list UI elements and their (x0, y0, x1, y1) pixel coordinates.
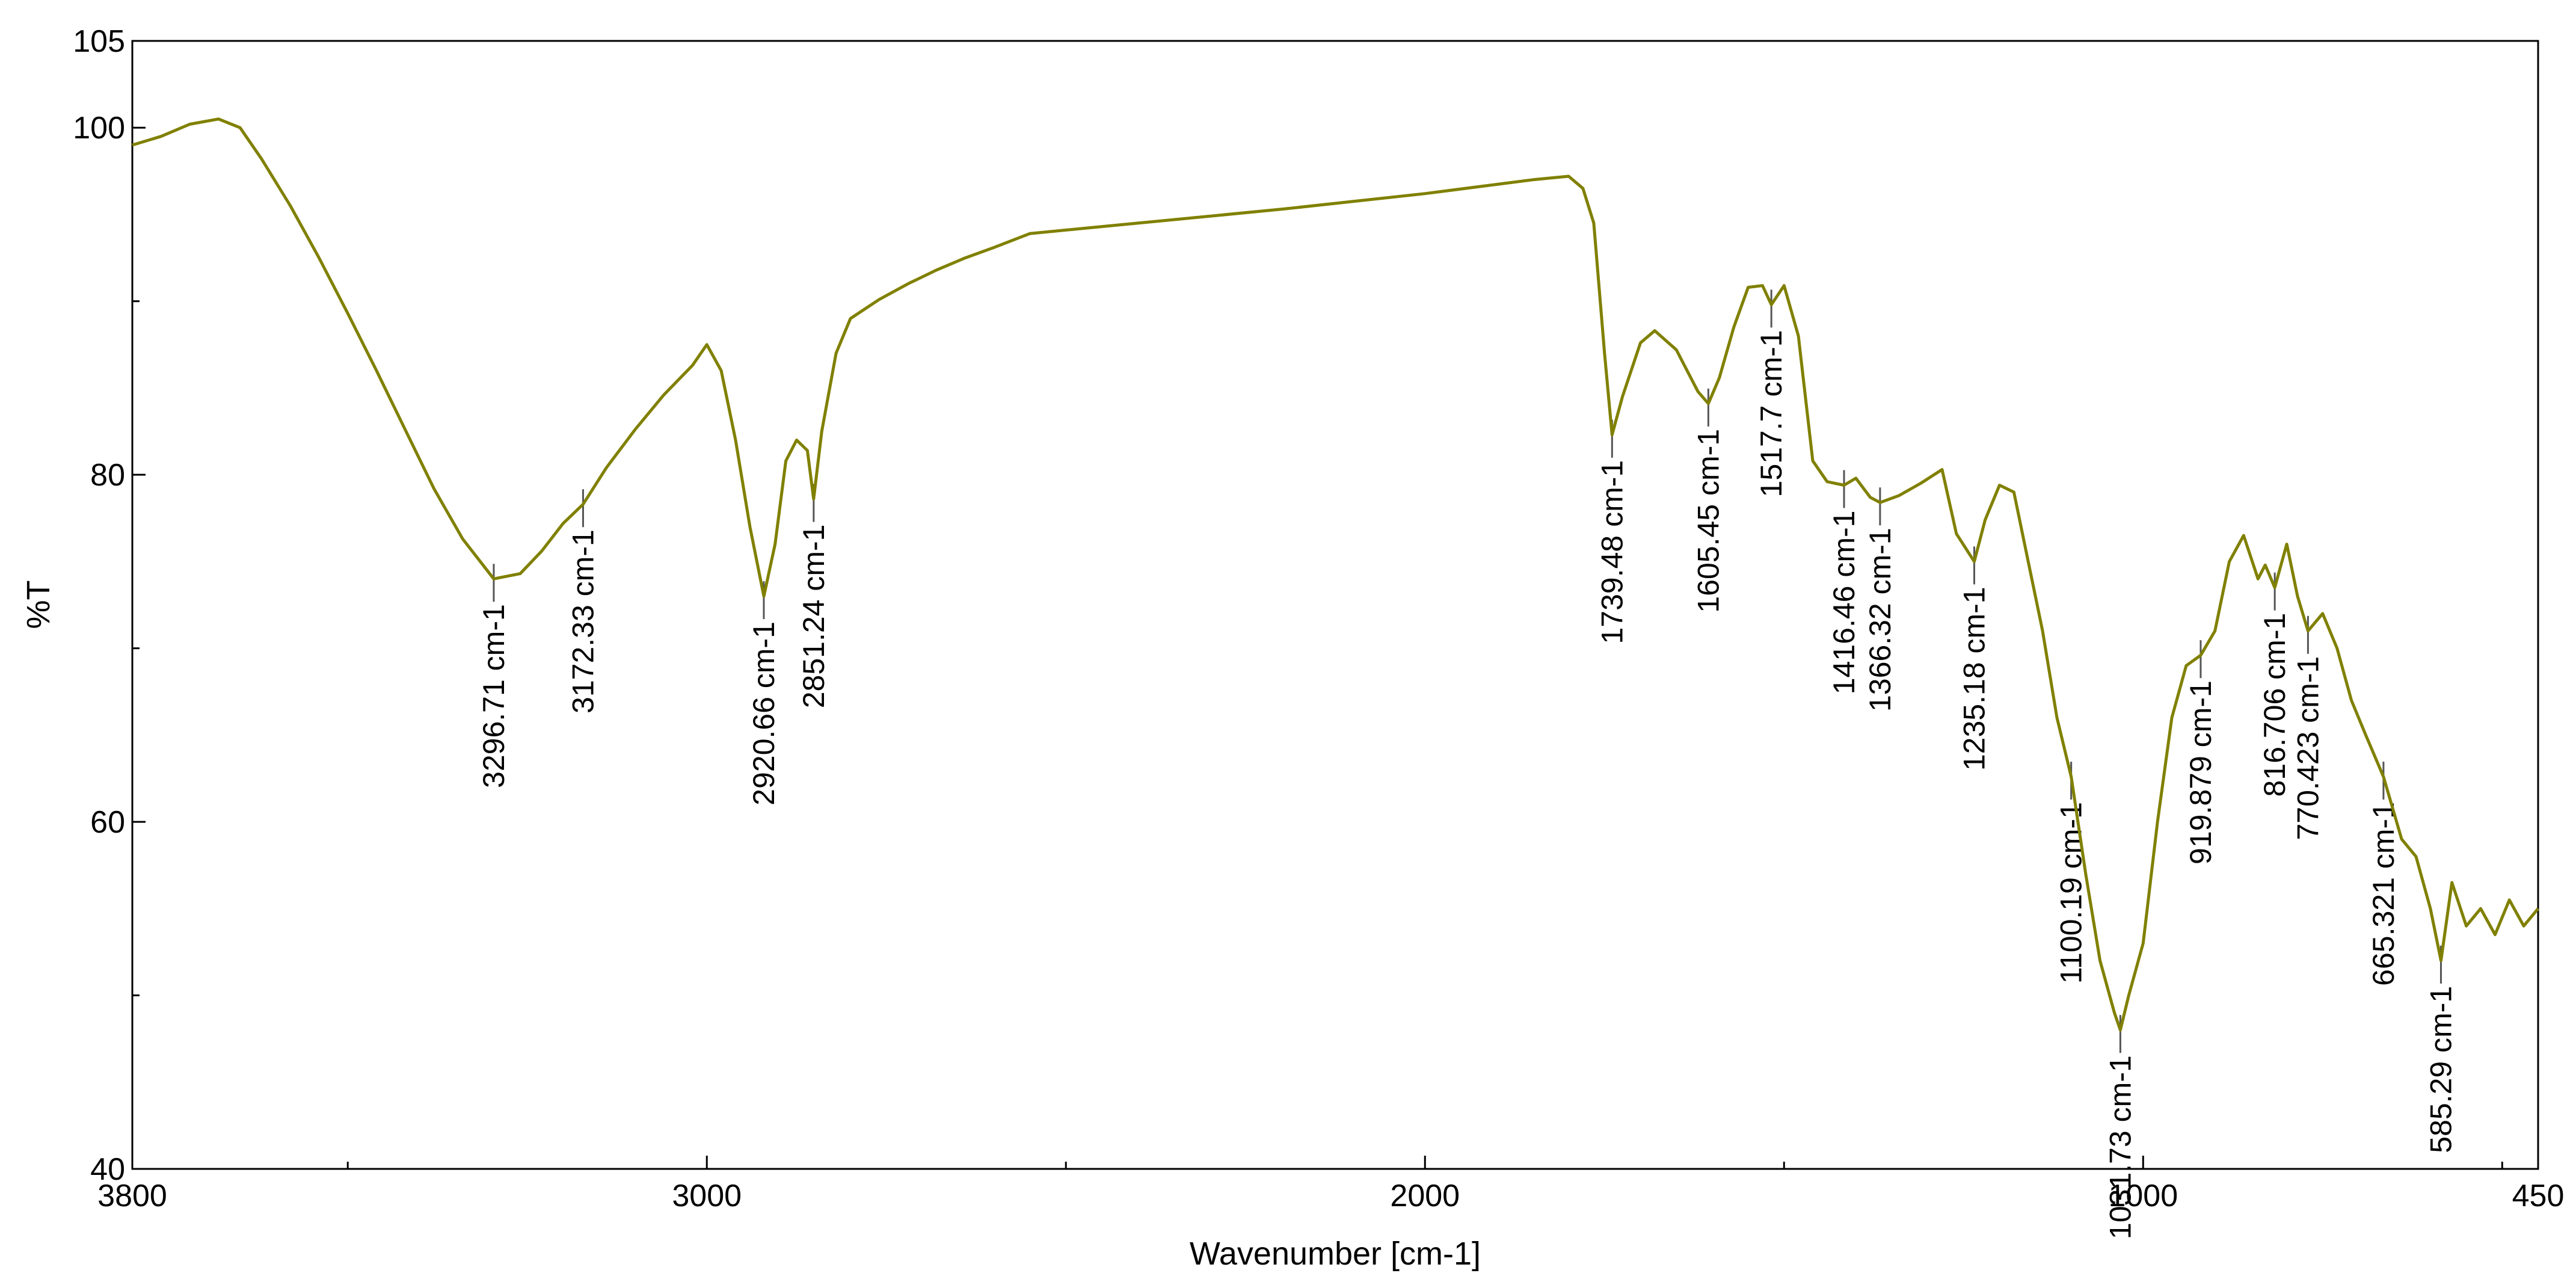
peak-label: 919.879 cm-1 (2184, 680, 2218, 864)
y-tick-label: 100 (73, 111, 125, 146)
peak-label: 1517.7 cm-1 (1754, 330, 1788, 498)
x-tick-label: 450 (2512, 1179, 2565, 1213)
peak-label: 2920.66 cm-1 (747, 621, 781, 806)
spectrum-line (132, 117, 2539, 1032)
y-axis-title: %T (20, 581, 57, 629)
x-axis-title: Wavenumber [cm-1] (1190, 1236, 1481, 1272)
peak-label: 665.321 cm-1 (2367, 802, 2400, 986)
peak-annotations: 3296.71 cm-1 3172.33 cm-1 2920.66 cm-1 2851… (477, 289, 2458, 1239)
peak-label: 2851.24 cm-1 (797, 525, 831, 709)
x-tick-label: 3800 (97, 1179, 167, 1213)
peak-label: 3172.33 cm-1 (567, 529, 600, 713)
peak-label: 1416.46 cm-1 (1827, 511, 1861, 695)
peak-label: 770.423 cm-1 (2291, 656, 2325, 840)
x-axis: 3800 3000 2000 1000 450 (97, 1156, 2564, 1213)
y-axis: 40 60 80 100 105 (73, 24, 146, 1187)
peak-label: 1739.48 cm-1 (1595, 460, 1629, 644)
peak-label: 1605.45 cm-1 (1691, 429, 1725, 613)
peak-label: 1366.32 cm-1 (1863, 528, 1897, 712)
peak-label: 585.29 cm-1 (2424, 986, 2458, 1153)
x-tick-label: 1000 (2108, 1179, 2178, 1213)
y-tick-label: 105 (73, 24, 125, 59)
peak-label: 1031.73 cm-1 (2103, 1055, 2137, 1239)
peak-label: 3296.71 cm-1 (477, 604, 511, 788)
x-tick-label: 2000 (1390, 1179, 1460, 1213)
plot-frame (131, 40, 2539, 1170)
peak-label: 1235.18 cm-1 (1958, 587, 1991, 771)
peak-label: 816.706 cm-1 (2258, 613, 2292, 797)
y-tick-label: 60 (90, 805, 125, 840)
y-tick-label: 40 (90, 1152, 125, 1187)
y-tick-label: 80 (90, 458, 125, 493)
peak-label: 1100.19 cm-1 (2055, 802, 2088, 984)
x-tick-label: 3000 (672, 1179, 742, 1213)
